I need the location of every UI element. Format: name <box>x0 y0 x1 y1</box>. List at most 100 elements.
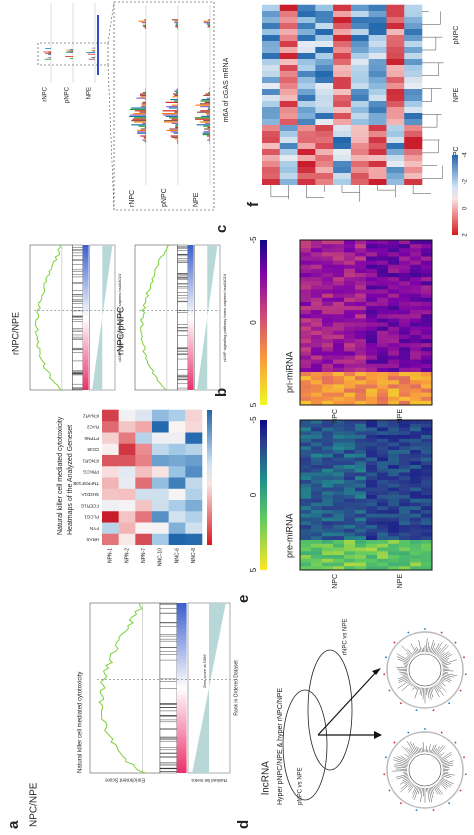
heatmap-cell <box>410 367 422 372</box>
heatmap-cell <box>279 166 298 173</box>
heatmap-cell <box>311 502 323 507</box>
heatmap-cell <box>315 136 334 143</box>
heatmap-cell <box>404 10 423 17</box>
heatmap-cell <box>355 313 367 319</box>
heatmap-cell <box>344 363 356 368</box>
heatmap-cell <box>399 532 411 537</box>
heatmap-cell <box>366 322 378 327</box>
signal-bar <box>173 132 179 134</box>
heatmap-cell <box>315 100 334 107</box>
circos-track <box>433 747 437 755</box>
heatmap-cell <box>399 442 411 447</box>
heatmap-cell <box>322 445 334 450</box>
heatmap-cell <box>355 445 367 450</box>
heatmap-cell <box>421 532 433 537</box>
heatmap-cell <box>386 166 405 173</box>
heatmap-cell <box>344 427 356 432</box>
heatmap-cell <box>421 524 433 529</box>
heatmap-cell <box>404 160 423 167</box>
heatmap-cell <box>355 247 367 253</box>
heatmap-cell <box>388 520 400 525</box>
heatmap-cell <box>300 517 312 522</box>
signal-bar <box>174 111 178 113</box>
y-label: rNPC/NPE <box>10 312 20 355</box>
heatmap-cell <box>421 547 433 552</box>
circos-track <box>413 785 416 788</box>
heatmap-cell <box>366 524 378 529</box>
heatmap-cell <box>399 535 411 540</box>
heatmap-cell <box>333 479 345 484</box>
circos-track <box>416 746 420 754</box>
heatmap-cell <box>355 494 367 499</box>
signal-bar <box>208 129 211 131</box>
heatmap-cell <box>386 58 405 65</box>
circos-track <box>405 657 411 661</box>
signal-bar <box>194 118 210 120</box>
heatmap-cell <box>368 118 387 125</box>
heatmap-cell <box>377 330 389 335</box>
heatmap-cell <box>311 256 323 261</box>
heatmap-cell <box>421 475 433 480</box>
heatmap-cell <box>386 34 405 41</box>
heatmap-cell <box>377 535 389 540</box>
heatmap-cell <box>377 338 389 344</box>
heatmap-cell <box>315 112 334 119</box>
heatmap-cell <box>118 510 136 523</box>
circos-track <box>437 645 449 658</box>
heatmap-cell <box>350 40 369 47</box>
heatmap-cell <box>333 239 345 245</box>
heatmap-cell <box>333 136 352 143</box>
heatmap-cell <box>102 510 119 523</box>
signal-bar <box>141 22 146 24</box>
heatmap-cell <box>300 396 312 401</box>
sample-label: NPN-2 <box>124 548 130 563</box>
heatmap-cell <box>388 434 400 439</box>
heatmap-cell <box>421 363 433 368</box>
heatmap-cell <box>366 438 378 443</box>
heatmap-cell <box>300 297 312 302</box>
circos-track <box>394 764 408 768</box>
heatmap-cell <box>421 550 433 555</box>
heatmap-cell <box>344 392 356 397</box>
heatmap-cell <box>388 445 400 450</box>
colorbar <box>260 240 267 405</box>
heatmap-cell <box>410 334 422 339</box>
circos-track <box>442 671 448 673</box>
signal-bar <box>177 103 178 105</box>
heatmap-cell <box>262 22 281 29</box>
heatmap-cell <box>350 166 369 173</box>
heatmap-cell <box>421 438 433 443</box>
heatmap-cell <box>410 301 422 306</box>
heatmap-subtitle: Heatmaps of the Analyzed Geneset <box>67 425 74 535</box>
signal-bar <box>208 107 210 109</box>
heatmap-cell <box>297 130 316 137</box>
signal-bar <box>168 107 179 109</box>
heatmap-cell <box>333 247 345 253</box>
heatmap-cell <box>366 539 378 544</box>
heatmap-cell <box>279 142 298 149</box>
heatmap-cell <box>388 338 400 344</box>
heatmap-cell <box>355 457 367 462</box>
heatmap-cell <box>399 513 411 518</box>
signal-bar <box>207 26 211 28</box>
heatmap-cell <box>262 88 281 95</box>
heatmap-cell <box>279 94 298 101</box>
circos-track <box>442 675 451 679</box>
circos-track <box>400 672 408 675</box>
heatmap-cell <box>279 154 298 161</box>
heatmap-cell <box>388 392 400 397</box>
heatmap-cell <box>410 423 422 428</box>
heatmap-cell <box>399 517 411 522</box>
venn-set <box>307 649 353 771</box>
heatmap-cell <box>410 396 422 401</box>
heatmap-cell <box>421 342 433 348</box>
heatmap-cell <box>262 160 281 167</box>
heatmap-cell <box>386 142 405 149</box>
heatmap-cell <box>333 460 345 465</box>
heatmap-cell <box>421 396 433 401</box>
heatmap-cell <box>421 509 433 514</box>
heatmap-cell <box>377 554 389 559</box>
heatmap-cell <box>322 359 334 364</box>
heatmap-cell <box>311 423 323 428</box>
heatmap-cell <box>388 334 400 339</box>
